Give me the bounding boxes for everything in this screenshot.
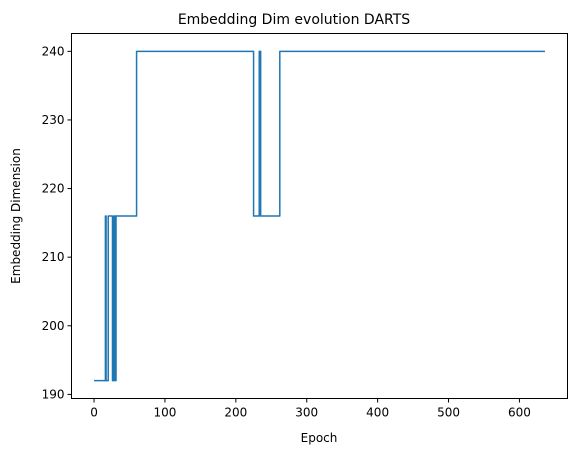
x-tick-label: 200 [224, 406, 247, 420]
x-axis-label: Epoch [301, 431, 338, 445]
x-tick-label: 400 [366, 406, 389, 420]
y-tick-label: 200 [42, 319, 65, 333]
y-axis: 190 200 210 220 230 240 [42, 44, 72, 401]
y-tick-label: 210 [42, 250, 65, 264]
plot-area [94, 50, 545, 382]
x-tick-label: 300 [295, 406, 318, 420]
y-tick-label: 220 [42, 182, 65, 196]
y-tick-label: 190 [42, 387, 65, 401]
x-tick-label: 500 [437, 406, 460, 420]
y-tick-label: 230 [42, 113, 65, 127]
series-line-0 [94, 50, 545, 382]
y-tick-label: 240 [42, 44, 65, 58]
axes-frame [71, 33, 568, 399]
x-tick-label: 100 [153, 406, 176, 420]
chart-title: Embedding Dim evolution DARTS [178, 12, 410, 28]
x-axis: 0 100 200 300 400 500 600 [90, 398, 531, 420]
y-axis-label: Embedding Dimension [9, 148, 23, 284]
x-tick-label: 0 [90, 406, 98, 420]
x-tick-label: 600 [508, 406, 531, 420]
